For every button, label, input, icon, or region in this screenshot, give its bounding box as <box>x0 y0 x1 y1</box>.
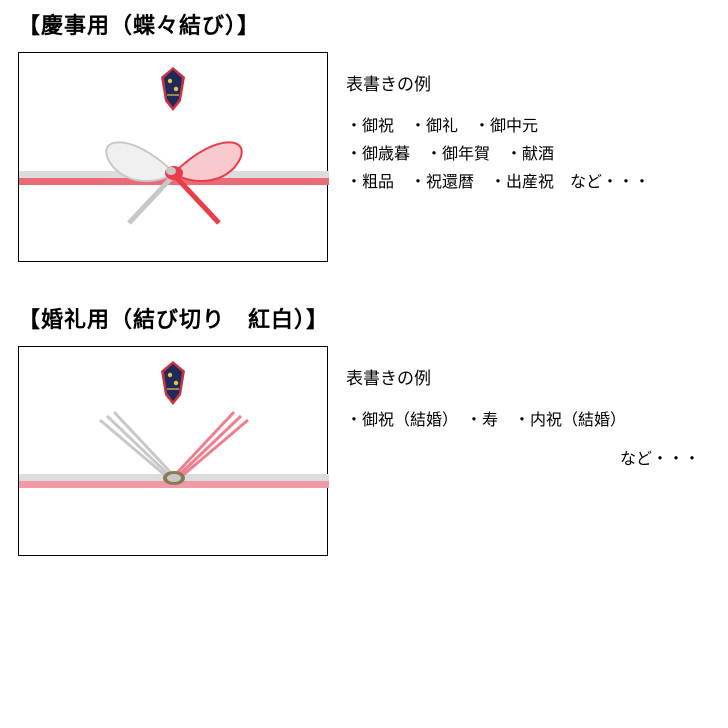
bow-ribbon-icon <box>19 123 329 233</box>
noshi-ornament-icon <box>161 361 185 405</box>
section-title: 【慶事用（蝶々結び）】 <box>18 8 710 40</box>
musubikiri-ribbon-icon <box>19 402 329 532</box>
example-line: ・御歳暮 ・御年賀 ・献酒 <box>346 141 710 169</box>
example-block: 表書きの例 ・御祝 ・御礼 ・御中元 ・御歳暮 ・御年賀 ・献酒 ・粗品 ・祝還… <box>346 52 710 197</box>
example-etc: など・・・ <box>346 445 710 469</box>
example-line: ・御祝 ・御礼 ・御中元 <box>346 113 710 141</box>
example-line: ・粗品 ・祝還暦 ・出産祝 など・・・ <box>346 169 710 197</box>
noshi-ornament-icon <box>161 67 185 111</box>
noshi-card-kiri <box>18 346 328 556</box>
section-konrei: 【婚礼用（結び切り 紅白）】 <box>18 302 710 556</box>
example-block: 表書きの例 ・御祝（結婚） ・寿 ・内祝（結婚） など・・・ <box>346 346 710 469</box>
section-keiji: 【慶事用（蝶々結び）】 <box>18 8 710 262</box>
section-body: 表書きの例 ・御祝 ・御礼 ・御中元 ・御歳暮 ・御年賀 ・献酒 ・粗品 ・祝還… <box>18 52 710 262</box>
example-line: ・御祝（結婚） ・寿 ・内祝（結婚） <box>346 407 710 435</box>
noshi-card-bow <box>18 52 328 262</box>
example-heading: 表書きの例 <box>346 70 710 95</box>
section-body: 表書きの例 ・御祝（結婚） ・寿 ・内祝（結婚） など・・・ <box>18 346 710 556</box>
section-title: 【婚礼用（結び切り 紅白）】 <box>18 302 710 334</box>
example-heading: 表書きの例 <box>346 364 710 389</box>
